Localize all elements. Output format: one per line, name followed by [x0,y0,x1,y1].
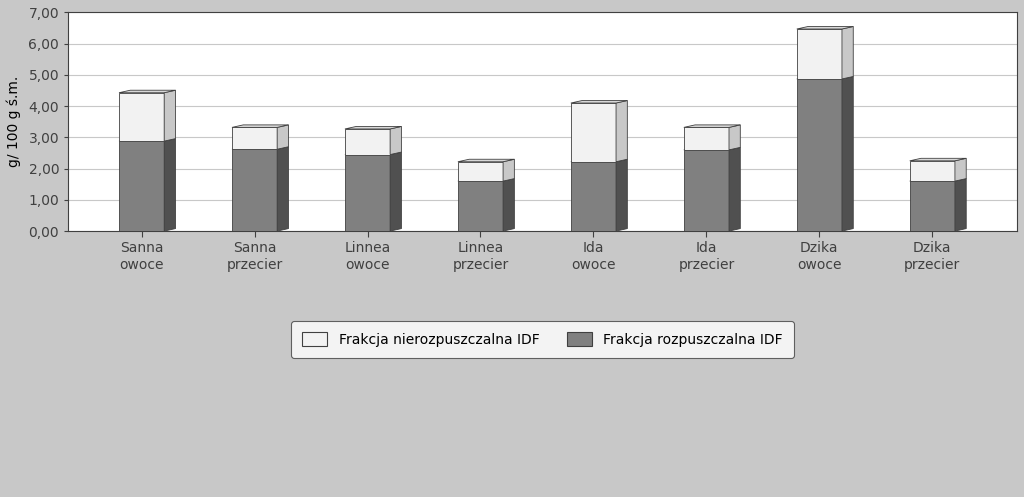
Bar [684,127,729,150]
Polygon shape [278,147,289,231]
Bar [797,79,842,231]
Polygon shape [164,90,175,141]
Polygon shape [390,152,401,231]
Bar [345,129,390,155]
Polygon shape [842,26,853,79]
Polygon shape [164,139,175,231]
Polygon shape [570,100,628,103]
Bar [119,231,164,233]
Polygon shape [345,126,401,129]
Polygon shape [909,178,967,181]
Legend: Frakcja nierozpuszczalna IDF, Frakcja rozpuszczalna IDF: Frakcja nierozpuszczalna IDF, Frakcja ro… [291,321,794,358]
Polygon shape [278,125,289,149]
Polygon shape [119,139,175,141]
Polygon shape [684,125,740,127]
Polygon shape [797,26,853,29]
Polygon shape [390,126,401,155]
Polygon shape [729,148,740,231]
Polygon shape [458,178,514,181]
Polygon shape [570,159,628,162]
Bar [458,162,503,181]
Bar [909,231,955,233]
Bar [909,161,955,181]
Bar [232,149,278,231]
Polygon shape [842,77,853,231]
Bar [345,231,390,233]
Polygon shape [232,125,289,127]
Polygon shape [909,159,967,161]
Polygon shape [955,178,967,231]
Y-axis label: g/ 100 g ś.m.: g/ 100 g ś.m. [7,76,22,167]
Bar [570,231,616,233]
Polygon shape [616,100,628,162]
Bar [684,150,729,231]
Bar [232,127,278,149]
Polygon shape [797,77,853,79]
Bar [797,231,842,233]
Bar [345,155,390,231]
Bar [570,103,616,162]
Bar [119,93,164,141]
Bar [458,181,503,231]
Polygon shape [503,159,514,181]
Polygon shape [503,178,514,231]
Bar [909,181,955,231]
Polygon shape [955,159,967,181]
Bar [570,162,616,231]
Bar [232,231,278,233]
Polygon shape [345,152,401,155]
Bar [797,29,842,79]
Bar [119,141,164,231]
Bar [684,231,729,233]
Polygon shape [684,148,740,150]
Polygon shape [458,159,514,162]
Polygon shape [729,125,740,150]
Polygon shape [119,90,175,93]
Polygon shape [232,147,289,149]
Polygon shape [616,159,628,231]
Bar [458,231,503,233]
